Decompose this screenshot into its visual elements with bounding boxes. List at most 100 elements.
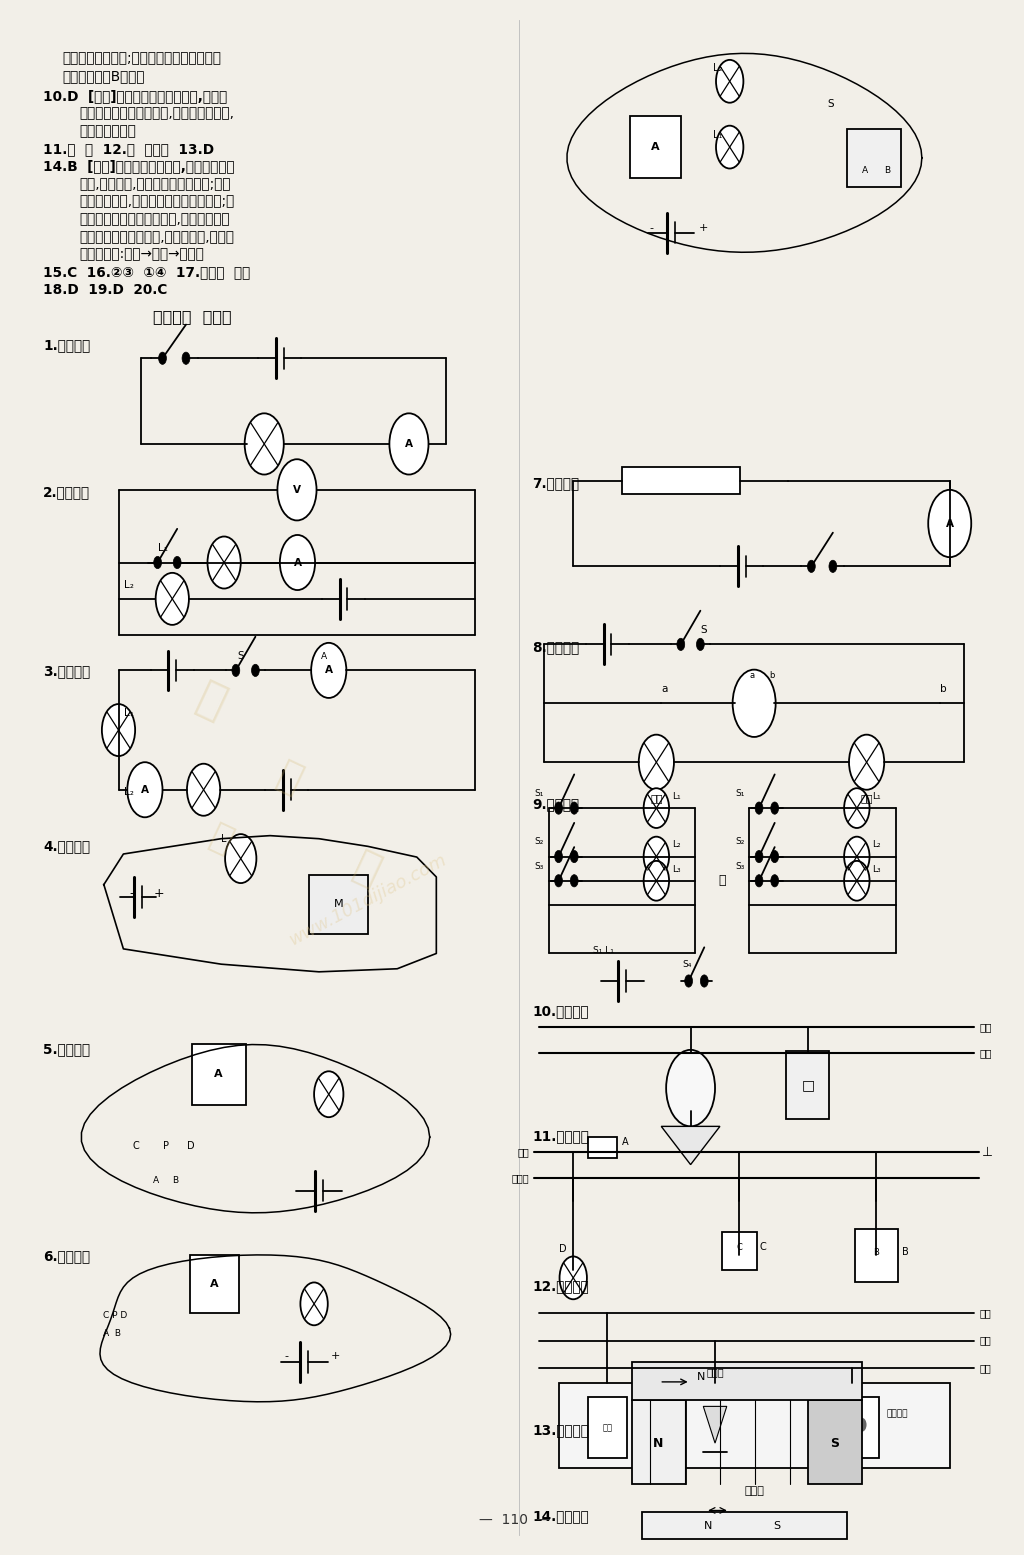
Text: L: L xyxy=(221,833,226,844)
Text: A: A xyxy=(862,166,868,176)
Circle shape xyxy=(555,874,562,886)
Bar xyxy=(588,1398,627,1459)
Text: 12.如图所示: 12.如图所示 xyxy=(532,1280,589,1294)
Text: A: A xyxy=(153,1176,159,1185)
Bar xyxy=(189,1255,239,1312)
Text: 燃: 燃 xyxy=(204,819,239,858)
Text: A: A xyxy=(214,1070,222,1079)
Text: 零线: 零线 xyxy=(979,1048,991,1057)
Text: 6.如图所示: 6.如图所示 xyxy=(43,1249,90,1263)
Text: +: + xyxy=(331,1351,340,1361)
Text: 红灯: 红灯 xyxy=(860,793,872,802)
Bar xyxy=(622,466,740,494)
Text: D: D xyxy=(187,1141,195,1151)
Text: L₂: L₂ xyxy=(713,62,723,73)
Polygon shape xyxy=(662,1126,720,1165)
Circle shape xyxy=(208,536,241,588)
Text: 地线: 地线 xyxy=(979,1364,991,1373)
Text: B: B xyxy=(172,1176,178,1185)
Text: □: □ xyxy=(802,1078,814,1092)
Text: 图像转化为电信号;显像管把电信号转化为光: 图像转化为电信号;显像管把电信号转化为光 xyxy=(62,51,222,65)
Circle shape xyxy=(570,874,579,886)
Text: 火线: 火线 xyxy=(979,1022,991,1033)
Text: 零线: 零线 xyxy=(979,1336,991,1345)
Circle shape xyxy=(808,560,815,572)
Text: 11.电  光  12.内  方向性  13.D: 11.电 光 12.内 方向性 13.D xyxy=(43,142,214,156)
Circle shape xyxy=(677,638,685,650)
Text: 18.D  19.D  20.C: 18.D 19.D 20.C xyxy=(43,283,168,297)
Circle shape xyxy=(570,851,579,863)
Text: a: a xyxy=(750,672,755,681)
Text: S₁: S₁ xyxy=(735,788,744,798)
Circle shape xyxy=(156,572,188,625)
Text: S₂: S₂ xyxy=(535,837,544,846)
Bar xyxy=(808,1400,862,1485)
Bar xyxy=(558,1384,949,1468)
Circle shape xyxy=(755,851,763,863)
Text: A  B: A B xyxy=(102,1330,121,1337)
Text: 水轮机的叶轮,是水的动能转移到叶轮上;水: 水轮机的叶轮,是水的动能转移到叶轮上;水 xyxy=(80,194,234,208)
Text: 4.如图所示: 4.如图所示 xyxy=(43,838,90,852)
Text: S: S xyxy=(773,1521,780,1530)
Text: S₂: S₂ xyxy=(735,837,744,846)
Text: C: C xyxy=(736,1244,742,1252)
Text: 信号。故选项B正确。: 信号。故选项B正确。 xyxy=(62,68,145,82)
Circle shape xyxy=(278,459,316,521)
Circle shape xyxy=(771,802,778,815)
Circle shape xyxy=(159,351,167,364)
Text: 轮机的叶轮带动发电机发电,将叶轮上的机: 轮机的叶轮带动发电机发电,将叶轮上的机 xyxy=(80,211,230,225)
Text: S: S xyxy=(700,625,707,634)
Circle shape xyxy=(771,874,778,886)
Text: L₁: L₁ xyxy=(713,131,723,140)
Circle shape xyxy=(755,874,763,886)
Text: —  110  —: — 110 — xyxy=(479,1513,550,1527)
Circle shape xyxy=(559,1256,587,1300)
Text: 14.如图所示: 14.如图所示 xyxy=(532,1508,589,1522)
Text: A: A xyxy=(404,439,413,449)
Text: A: A xyxy=(321,652,327,661)
Text: 2.如图所示: 2.如图所示 xyxy=(43,485,90,499)
Text: L₁: L₁ xyxy=(124,708,134,718)
Text: 械能转化为电能。所以,整个过程中,能量的: 械能转化为电能。所以,整个过程中,能量的 xyxy=(80,230,234,244)
Text: -: - xyxy=(129,888,133,900)
Text: A: A xyxy=(325,666,333,675)
Text: 3.如图所示: 3.如图所示 xyxy=(43,664,90,678)
Text: 绿灯: 绿灯 xyxy=(650,793,663,802)
Text: N: N xyxy=(696,1373,705,1382)
Text: C: C xyxy=(132,1141,139,1151)
Text: M: M xyxy=(334,899,343,910)
Circle shape xyxy=(844,788,869,827)
Text: 以用于微波炉中加热食物,还可以传递信息,: 以用于微波炉中加热食物,还可以传递信息, xyxy=(80,107,234,121)
Text: L₁: L₁ xyxy=(672,791,681,801)
Bar xyxy=(632,1400,686,1485)
Text: N: N xyxy=(705,1521,713,1530)
Circle shape xyxy=(848,1440,856,1452)
Text: 9.如图所示: 9.如图所示 xyxy=(532,798,580,812)
Bar xyxy=(588,1137,617,1158)
Circle shape xyxy=(716,61,743,103)
Text: a: a xyxy=(662,684,668,694)
Text: A: A xyxy=(946,518,953,529)
Text: +: + xyxy=(698,224,708,233)
Text: +: + xyxy=(154,888,164,900)
Circle shape xyxy=(555,851,562,863)
Text: 家: 家 xyxy=(348,844,388,894)
Circle shape xyxy=(732,670,775,737)
Circle shape xyxy=(101,704,135,756)
Text: -: - xyxy=(285,1351,289,1361)
Text: 插线板: 插线板 xyxy=(744,1487,764,1496)
Text: L₃: L₃ xyxy=(672,865,681,874)
Circle shape xyxy=(232,664,240,676)
Circle shape xyxy=(849,734,884,790)
Circle shape xyxy=(644,861,669,900)
Text: 14.B  [解析]高处的水流下来时,水的重力势能: 14.B [解析]高处的水流下来时,水的重力势能 xyxy=(43,159,234,173)
Circle shape xyxy=(928,490,971,557)
Bar xyxy=(847,129,901,187)
Circle shape xyxy=(225,833,256,883)
Circle shape xyxy=(858,1418,865,1431)
Text: b: b xyxy=(769,672,774,681)
Circle shape xyxy=(700,975,709,987)
Text: S: S xyxy=(827,100,835,109)
Circle shape xyxy=(639,734,674,790)
Text: B: B xyxy=(884,166,890,176)
